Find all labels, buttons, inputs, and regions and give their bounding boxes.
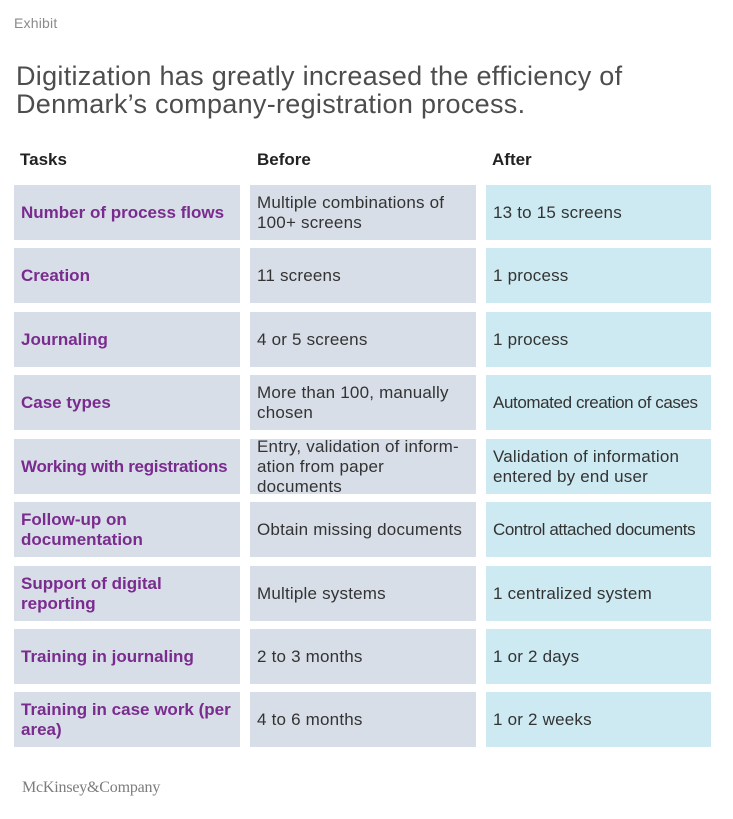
after-cell: 1 process bbox=[486, 312, 711, 367]
exhibit-label: Exhibit bbox=[14, 15, 58, 31]
task-label: Case types bbox=[21, 392, 111, 412]
before-value: Obtain missing documents bbox=[257, 519, 463, 539]
before-value: 4 or 5 screens bbox=[257, 329, 368, 349]
task-label: Training in case work (per area) bbox=[21, 699, 231, 739]
before-cell: Multiple systems bbox=[250, 566, 476, 621]
task-label: Working with registrations bbox=[21, 456, 228, 476]
task-label: Training in journaling bbox=[21, 646, 194, 666]
before-cell: 2 to 3 months bbox=[250, 629, 476, 684]
before-cell: Multiple combinations of 100+ screens bbox=[250, 185, 476, 240]
table-row: Case types More than 100, manually chose… bbox=[0, 375, 733, 430]
after-value: 1 centralized system bbox=[493, 583, 652, 603]
task-label: Journaling bbox=[21, 329, 108, 349]
after-value: 1 or 2 weeks bbox=[493, 709, 592, 729]
before-value: Multiple systems bbox=[257, 583, 386, 603]
before-value: 2 to 3 months bbox=[257, 646, 363, 666]
after-value: Control attached documents bbox=[493, 519, 696, 539]
task-cell: Number of process flows bbox=[14, 185, 240, 240]
table-row: Creation 11 screens 1 process bbox=[0, 248, 733, 303]
table-row: Training in case work (per area) 4 to 6 … bbox=[0, 692, 733, 747]
table-row: Number of process flows Multiple combina… bbox=[0, 185, 733, 240]
after-cell: 1 process bbox=[486, 248, 711, 303]
before-value: More than 100, manually chosen bbox=[257, 382, 449, 422]
before-cell: 11 screens bbox=[250, 248, 476, 303]
before-value: Entry, validation of inform-ation from p… bbox=[257, 436, 459, 496]
header-before: Before bbox=[257, 150, 311, 169]
table-row: Working with registrations Entry, valida… bbox=[0, 436, 733, 496]
before-value: Multiple combinations of 100+ screens bbox=[257, 192, 445, 232]
after-cell: Control attached documents bbox=[486, 502, 711, 557]
task-cell: Support of digital reporting bbox=[14, 566, 240, 621]
after-cell: Validation of information entered by end… bbox=[486, 439, 711, 494]
table-row: Support of digital reporting Multiple sy… bbox=[0, 566, 733, 621]
after-value: 1 or 2 days bbox=[493, 646, 580, 666]
mckinsey-logo: McKinsey&Company bbox=[22, 779, 161, 796]
after-cell: Automated creation of cases bbox=[486, 375, 711, 430]
after-value: Validation of information entered by end… bbox=[493, 446, 680, 486]
task-cell: Working with registrations bbox=[14, 439, 240, 494]
before-value: 4 to 6 months bbox=[257, 709, 363, 729]
task-label: Follow-up on documentation bbox=[21, 509, 143, 549]
after-value: Automated creation of cases bbox=[493, 392, 698, 412]
table-row: Training in journaling 2 to 3 months 1 o… bbox=[0, 629, 733, 684]
task-cell: Case types bbox=[14, 375, 240, 430]
before-cell: Obtain missing documents bbox=[250, 502, 476, 557]
task-cell: Journaling bbox=[14, 312, 240, 367]
task-label: Support of digital reporting bbox=[21, 573, 162, 613]
task-label: Creation bbox=[21, 265, 90, 285]
header-after: After bbox=[492, 150, 532, 169]
before-cell: 4 or 5 screens bbox=[250, 312, 476, 367]
after-value: 1 process bbox=[493, 329, 569, 349]
before-cell: 4 to 6 months bbox=[250, 692, 476, 747]
task-label: Number of process flows bbox=[21, 202, 225, 222]
table-header: Tasks Before After bbox=[0, 150, 733, 174]
before-cell: Entry, validation of inform-ation from p… bbox=[250, 436, 476, 496]
task-cell: Training in journaling bbox=[14, 629, 240, 684]
table-row: Journaling 4 or 5 screens 1 process bbox=[0, 312, 733, 367]
after-value: 13 to 15 screens bbox=[493, 202, 622, 222]
after-value: 1 process bbox=[493, 265, 569, 285]
page-title: Digitization has greatly increased the e… bbox=[16, 61, 623, 119]
task-cell: Follow-up on documentation bbox=[14, 502, 240, 557]
after-cell: 1 or 2 weeks bbox=[486, 692, 711, 747]
after-cell: 1 centralized system bbox=[486, 566, 711, 621]
after-cell: 13 to 15 screens bbox=[486, 185, 711, 240]
task-cell: Training in case work (per area) bbox=[14, 692, 240, 747]
after-cell: 1 or 2 days bbox=[486, 629, 711, 684]
header-tasks: Tasks bbox=[20, 150, 67, 169]
table-row: Follow-up on documentation Obtain missin… bbox=[0, 502, 733, 557]
task-cell: Creation bbox=[14, 248, 240, 303]
before-cell: More than 100, manually chosen bbox=[250, 375, 476, 430]
before-value: 11 screens bbox=[257, 265, 341, 285]
